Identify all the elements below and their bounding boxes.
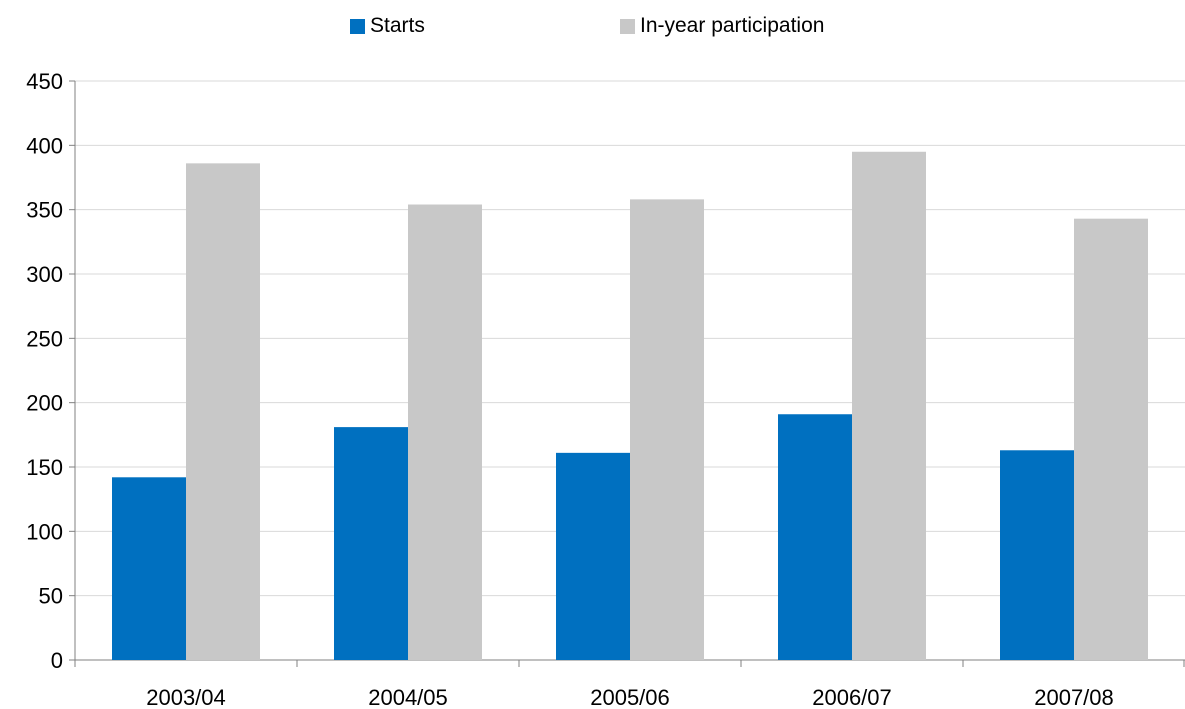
- bar-starts-2006-07: [778, 414, 852, 660]
- x-tick-label-3: 2006/07: [812, 685, 892, 709]
- bar-starts-2004-05: [334, 427, 408, 660]
- bar-starts-2003-04: [112, 477, 186, 660]
- x-tick-label-2: 2005/06: [590, 685, 670, 709]
- legend-item-in-year-participation: In-year participation: [620, 12, 824, 40]
- x-tick-label-4: 2007/08: [1034, 685, 1114, 709]
- x-tick-label-1: 2004/05: [368, 685, 448, 709]
- legend-label-starts: Starts: [370, 14, 425, 37]
- legend-swatch-starts: [350, 18, 365, 34]
- y-tick-label-1: 50: [39, 584, 63, 609]
- bar-in-year-participation-2007-08: [1074, 218, 1148, 660]
- legend-label-in-year-participation: In-year participation: [640, 14, 825, 37]
- bar-in-year-participation-2003-04: [186, 163, 260, 660]
- bar-starts-2005-06: [556, 452, 630, 660]
- bar-in-year-participation-2004-05: [408, 204, 482, 660]
- legend-item-starts: Starts: [350, 12, 425, 40]
- legend: Starts In-year participation: [0, 12, 1185, 40]
- x-tick-label-0: 2003/04: [146, 685, 226, 709]
- y-tick-label-4: 200: [26, 391, 63, 416]
- y-tick-label-8: 400: [26, 133, 63, 158]
- y-tick-label-0: 0: [51, 648, 63, 673]
- bar-starts-2007-08: [1000, 450, 1074, 660]
- legend-swatch-in-year-participation: [620, 18, 635, 34]
- y-tick-label-7: 350: [26, 198, 63, 223]
- bar-in-year-participation-2005-06: [630, 199, 704, 660]
- y-tick-label-5: 250: [26, 326, 63, 351]
- y-tick-label-6: 300: [26, 262, 63, 287]
- y-tick-label-9: 450: [26, 69, 63, 94]
- y-tick-label-3: 150: [26, 455, 63, 480]
- bar-in-year-participation-2006-07: [852, 151, 926, 660]
- y-tick-label-2: 100: [26, 519, 63, 544]
